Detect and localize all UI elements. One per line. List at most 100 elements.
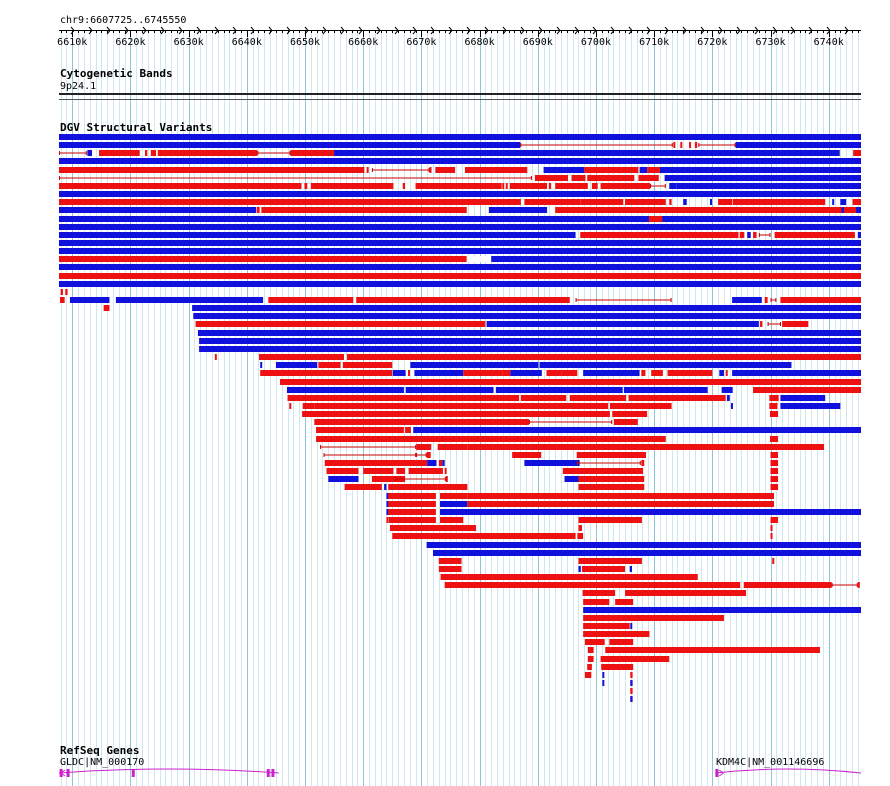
dgv-row (59, 158, 861, 164)
dgv-row (59, 175, 861, 181)
dgv-row (584, 672, 633, 678)
ruler-arrow (556, 26, 561, 35)
ruler-arrow (754, 26, 759, 35)
ruler-tick-label: 6730k (755, 37, 785, 48)
dgv-gain-feature (730, 403, 733, 409)
dgv-link-end (770, 298, 772, 302)
dgv-gain-feature (732, 370, 861, 376)
gene-label-gldc[interactable]: GLDC|NM_000170 (60, 757, 145, 768)
dgv-row (316, 436, 779, 442)
dgv-loss-feature (651, 370, 663, 376)
dgv-gain-feature (386, 501, 389, 507)
dgv-loss-feature (770, 452, 779, 458)
dgv-loss-feature (261, 207, 467, 213)
dgv-loss-feature (615, 599, 634, 605)
dgv-loss-feature (853, 150, 861, 156)
dgv-link-end (639, 461, 641, 465)
dgv-row (59, 264, 861, 270)
dgv-row (59, 273, 861, 279)
dgv-loss-feature (555, 183, 588, 189)
dgv-loss-feature (408, 468, 443, 474)
dgv-gain-feature (747, 232, 751, 238)
ruler-arrow (484, 26, 489, 35)
dgv-gain-feature (524, 460, 580, 466)
ruler-tick-label: 6610k (57, 37, 87, 48)
dgv-gain-feature (630, 623, 633, 629)
dgv-gain-feature (59, 248, 861, 254)
dgv-loss-feature (548, 183, 552, 189)
dgv-loss-feature (612, 411, 648, 417)
ruler-arrow (106, 26, 111, 35)
dgv-gain-feature (59, 191, 861, 197)
dgv-row (287, 395, 826, 401)
dgv-loss-feature (405, 427, 411, 433)
dgv-link-end (769, 233, 771, 237)
dgv-loss-feature (770, 525, 773, 531)
dgv-loss-feature (732, 199, 826, 205)
gene-model (715, 768, 862, 777)
dgv-row (193, 313, 861, 319)
ruler-arrow (358, 26, 363, 35)
dgv-row (195, 321, 809, 327)
cytoband-track-title[interactable]: Cytogenetic Bands (60, 67, 173, 80)
dgv-loss-feature (407, 370, 410, 376)
refseq-track-title[interactable]: RefSeq Genes (60, 744, 140, 757)
dgv-row (323, 452, 779, 458)
dgv-loss-feature (578, 484, 645, 490)
dgv-loss-feature (59, 167, 365, 173)
dgv-loss-feature (582, 590, 616, 596)
strand-arrow (60, 769, 66, 777)
dgv-loss-feature (463, 370, 503, 376)
dgv-row (326, 468, 779, 474)
dgv-link-end (530, 176, 532, 180)
dgv-loss-feature (765, 582, 832, 588)
dgv-loss-feature (770, 533, 773, 539)
dgv-loss-feature (587, 647, 594, 653)
dgv-loss-feature (578, 517, 642, 523)
dgv-row (260, 362, 792, 368)
dgv-gain-feature (683, 199, 687, 205)
ruler-arrow (376, 26, 381, 35)
gene-label-kdm4c[interactable]: KDM4C|NM_001146696 (716, 757, 825, 768)
dgv-gain-feature (664, 175, 861, 181)
dgv-gain-feature (564, 476, 579, 482)
dgv-loss-feature (389, 525, 477, 531)
dgv-loss-feature (195, 321, 486, 327)
dgv-loss-feature (609, 403, 672, 409)
dgv-gain-feature (857, 232, 861, 238)
dgv-track-title[interactable]: DGV Structural Variants (60, 121, 213, 134)
ruler-arrow (178, 26, 183, 35)
dgv-link-end (320, 445, 322, 449)
ruler-tick-label: 6700k (581, 37, 611, 48)
dgv-gain-feature (840, 199, 847, 205)
dgv-loss-feature (561, 370, 578, 376)
ruler-arrow (250, 26, 255, 35)
dgv-gain-feature (735, 142, 861, 148)
dgv-loss-feature (587, 664, 592, 670)
dgv-loss-feature (502, 183, 505, 189)
dgv-row (584, 639, 634, 645)
dgv-gain-feature (629, 566, 633, 572)
ruler-tick-label: 6720k (697, 37, 727, 48)
dgv-link-end (529, 420, 531, 424)
dgv-loss-feature (769, 411, 779, 417)
dgv-loss-feature (392, 533, 576, 539)
dgv-loss-feature (316, 427, 404, 433)
dgv-loss-feature (324, 460, 428, 466)
dgv-gain-feature (583, 607, 861, 613)
dgv-loss-feature (439, 517, 464, 523)
dgv-loss-feature (580, 232, 739, 238)
ruler-arrow (628, 26, 633, 35)
dgv-link-end (444, 477, 446, 481)
dgv-link-end (289, 151, 291, 155)
dgv-loss-feature (386, 517, 389, 523)
ruler-arrow (646, 26, 651, 35)
dgv-loss-feature (609, 639, 634, 645)
dgv-gain-feature (426, 542, 861, 548)
dgv-gain-feature (405, 387, 494, 393)
dgv-gain-feature (433, 550, 861, 556)
dgv-gain-feature (602, 680, 605, 686)
dgv-gain-feature (260, 362, 263, 368)
dgv-row (279, 379, 861, 385)
dgv-gain-feature (384, 484, 387, 490)
